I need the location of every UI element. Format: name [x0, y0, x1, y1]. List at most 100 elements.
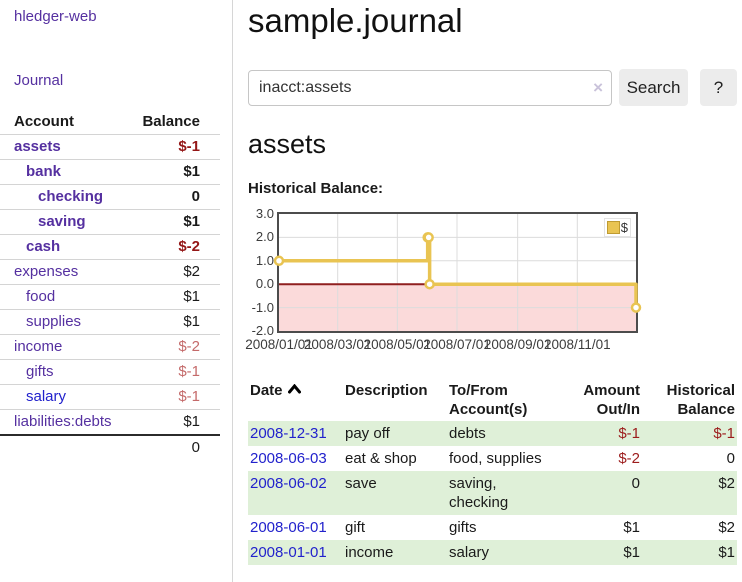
register-row: 2008-06-02 save saving, checking 0 $2 [248, 471, 737, 515]
register-header-balance: Historical Balance [666, 382, 735, 418]
clear-search-icon[interactable]: × [593, 77, 603, 97]
account-row: gifts $-1 [0, 359, 220, 385]
transaction-date-link[interactable]: 2008-06-02 [250, 475, 327, 492]
account-link-gifts[interactable]: gifts [26, 363, 54, 380]
account-link-income[interactable]: income [14, 338, 63, 355]
transaction-amount: $1 [563, 540, 642, 565]
chart-legend: $ [603, 218, 631, 237]
search-bar: × Search ? [248, 69, 738, 106]
sidebar-item-journal[interactable]: Journal [14, 72, 64, 89]
x-axis-tick: 2008/01/01 [245, 337, 313, 352]
transaction-amount: $-1 [563, 421, 642, 446]
account-link-saving[interactable]: saving [38, 213, 86, 230]
transaction-balance: 0 [726, 450, 735, 467]
transaction-description: eat & shop [345, 450, 417, 467]
x-axis-tick: 2008/07/01 [423, 337, 491, 352]
chart-section-label: Historical Balance: [248, 180, 384, 197]
account-balance: $-1 [129, 134, 220, 160]
account-balance: $-2 [129, 234, 220, 260]
account-link-bank[interactable]: bank [26, 163, 62, 180]
transaction-date-link[interactable]: 2008-12-31 [250, 425, 327, 442]
register-row: 2008-06-03 eat & shop food, supplies $-2… [248, 446, 737, 471]
account-link-food[interactable]: food [26, 288, 56, 305]
main-content: sample.journal × Search ? assets Histori… [245, 0, 738, 565]
x-axis-tick: 2008/11/01 [544, 337, 611, 352]
transaction-accounts: food, supplies [449, 450, 542, 467]
transaction-description: income [343, 540, 447, 565]
account-link-cash[interactable]: cash [26, 238, 61, 255]
accounts-header-balance: Balance [142, 113, 200, 130]
x-axis-tick: 2008/03/01 [303, 337, 372, 352]
account-link-supplies[interactable]: supplies [26, 313, 82, 330]
register-row: 2008-06-01 gift gifts $1 $2 [248, 515, 737, 540]
account-balance: $1 [129, 409, 220, 435]
legend-label: $ [620, 220, 628, 235]
y-axis-tick: 1.0 [255, 252, 274, 268]
transaction-accounts: saving, checking [447, 471, 563, 515]
page-title: sample.journal [248, 2, 463, 39]
chart-plot-area: $ [273, 212, 642, 333]
account-link-expenses[interactable]: expenses [14, 263, 79, 280]
account-balance: $-2 [129, 334, 220, 360]
accounts-total-value: 0 [129, 434, 220, 460]
accounts-table: Account Balance assets $-1 bank $1 check… [0, 110, 220, 460]
y-axis-tick: 3.0 [255, 206, 274, 221]
account-link-liabilities-debts[interactable]: liabilities:debts [14, 413, 112, 430]
help-button[interactable]: ? [700, 69, 737, 106]
search-input[interactable] [248, 69, 612, 106]
y-axis-tick: 2.0 [255, 229, 274, 245]
x-axis-tick: 2008/05/01 [363, 337, 432, 352]
register-table: Date Description To/From Account(s) Amou… [248, 379, 737, 565]
transaction-description: pay off [343, 421, 447, 446]
transaction-accounts: salary [447, 540, 563, 565]
transaction-accounts: debts [447, 421, 563, 446]
transaction-date-link[interactable]: 2008-06-01 [250, 519, 327, 536]
register-header-date[interactable]: Date [248, 379, 343, 421]
transaction-date-link[interactable]: 2008-01-01 [250, 544, 327, 561]
legend-swatch-icon [606, 221, 620, 234]
transaction-amount: $1 [623, 519, 640, 536]
account-row: assets $-1 [0, 134, 220, 160]
account-heading: assets [248, 129, 327, 159]
transaction-balance: $2 [642, 471, 737, 515]
register-row: 2008-12-31 pay off debts $-1 $-1 [248, 421, 737, 446]
transaction-date-link[interactable]: 2008-06-03 [250, 450, 327, 467]
accounts-total-row: 0 [0, 434, 220, 460]
account-balance: $2 [129, 259, 220, 285]
sort-ascending-icon [287, 384, 301, 394]
brand-link[interactable]: hledger-web [14, 8, 97, 25]
transaction-amount: $-2 [618, 450, 640, 467]
sidebar: hledger-web Journal Account Balance asse… [0, 0, 233, 582]
account-row: saving $1 [0, 209, 220, 235]
historical-balance-chart: $ 3.0 2.0 1.0 0.0 -1.0 -2.0 2008/01/01 2008/03/… [245, 207, 678, 364]
account-link-assets[interactable]: assets [14, 138, 61, 155]
x-axis-tick: 2008/09/01 [483, 337, 552, 352]
account-row: liabilities:debts $1 [0, 409, 220, 435]
transaction-amount: 0 [563, 471, 642, 515]
account-balance: $1 [129, 159, 220, 185]
transaction-balance: $1 [642, 540, 737, 565]
accounts-header-account: Account [14, 113, 74, 130]
register-header-amount: Amount Out/In [583, 382, 640, 418]
account-row: food $1 [0, 284, 220, 310]
register-header-row: Date Description To/From Account(s) Amou… [248, 379, 737, 421]
account-link-salary[interactable]: salary [26, 388, 67, 405]
account-balance: 0 [129, 184, 220, 210]
search-button[interactable]: Search [619, 69, 688, 106]
transaction-balance: $2 [718, 519, 735, 536]
chart-canvas [273, 214, 642, 331]
transaction-description: save [343, 471, 447, 515]
account-row: cash $-2 [0, 234, 220, 260]
y-axis-tick: -2.0 [251, 323, 274, 338]
y-axis-tick: 0.0 [255, 276, 274, 292]
transaction-description: gift [345, 519, 366, 536]
account-row: income $-2 [0, 334, 220, 360]
transaction-balance: $-1 [642, 421, 737, 446]
account-balance: $1 [129, 309, 220, 335]
register-header-description: Description [345, 382, 428, 399]
account-balance: $-1 [129, 359, 220, 385]
account-link-checking[interactable]: checking [38, 188, 104, 205]
y-axis-tick: -1.0 [251, 299, 274, 315]
account-row: supplies $1 [0, 309, 220, 335]
account-balance: $-1 [129, 384, 220, 410]
